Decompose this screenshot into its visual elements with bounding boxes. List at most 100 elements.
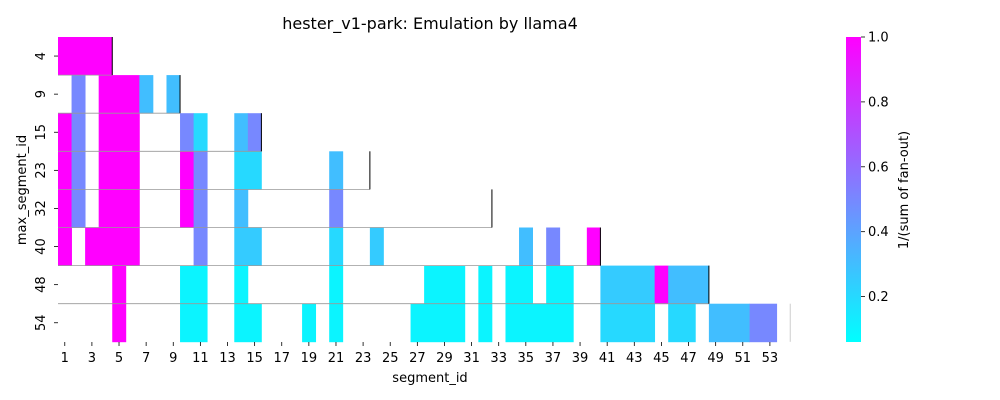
- heatmap-cell: [85, 227, 140, 266]
- heatmap-cell: [668, 303, 696, 343]
- x-tick-label: 51: [735, 351, 752, 366]
- heatmap-cell: [505, 303, 574, 343]
- x-tick-label: 15: [246, 351, 263, 366]
- heatmap-cell: [71, 189, 86, 228]
- x-axis-ticks: 1 3 5 7 9 11 13 15 17 19 21 23 25 27 29 31 33 35 37 39 41 43 4…: [61, 342, 779, 366]
- x-tick-label: 7: [142, 351, 150, 366]
- heatmap-cell: [600, 303, 656, 343]
- y-tick-label: 40: [34, 238, 49, 255]
- x-tick-label: 33: [490, 351, 507, 366]
- y-tick-label: 23: [34, 162, 49, 179]
- colorbar-tick-label: 0.6: [868, 160, 889, 175]
- heatmap-cell: [329, 189, 344, 228]
- y-tick-label: 54: [34, 314, 49, 331]
- heatmap-cell: [193, 227, 208, 266]
- x-tick-label: 31: [463, 351, 480, 366]
- heatmap-cell: [234, 265, 249, 305]
- heatmap-cell: [478, 303, 493, 343]
- heatmap-cell: [329, 151, 344, 190]
- heatmap-cell: [654, 265, 669, 305]
- x-tick-label: 53: [762, 351, 779, 366]
- y-axis-label: max_segment_id: [15, 135, 30, 245]
- x-tick-label: 45: [653, 351, 670, 366]
- heatmap-cell: [519, 227, 533, 266]
- heatmap-cell: [546, 227, 561, 266]
- x-tick-label: 13: [219, 351, 236, 366]
- heatmap-cell: [302, 303, 317, 343]
- heatmap-cell: [58, 113, 72, 152]
- x-tick-label: 9: [169, 351, 177, 366]
- x-tick-label: 37: [545, 351, 562, 366]
- heatmap-cell: [98, 189, 140, 228]
- heatmap-cell: [247, 113, 262, 152]
- y-tick-label: 15: [34, 124, 49, 141]
- colorbar-ticks: 0.2 0.4 0.6 0.8 1.0: [861, 31, 889, 305]
- heatmap-cell: [424, 265, 466, 305]
- heatmap-cell: [546, 265, 574, 305]
- heatmap-cell: [234, 113, 249, 152]
- x-tick-label: 1: [61, 351, 69, 366]
- heatmap-cell: [180, 303, 208, 343]
- heatmap-cell: [180, 151, 194, 190]
- heatmap-cell: [139, 75, 154, 114]
- heatmap-cells: [58, 37, 778, 343]
- chart-title: hester_v1-park: Emulation by llama4: [282, 14, 578, 34]
- heatmap-cell: [193, 113, 208, 152]
- heatmap-cell: [668, 265, 710, 305]
- x-tick-label: 21: [328, 351, 345, 366]
- heatmap-cell: [329, 265, 344, 305]
- colorbar-tick-label: 0.2: [868, 290, 889, 305]
- heatmap-cell: [234, 227, 262, 266]
- x-tick-label: 5: [115, 351, 123, 366]
- colorbar-tick-label: 0.8: [868, 95, 889, 110]
- heatmap-cell: [71, 151, 86, 190]
- x-tick-label: 49: [707, 351, 724, 366]
- heatmap-cell: [586, 227, 601, 266]
- x-tick-label: 11: [192, 351, 209, 366]
- heatmap-cell: [112, 303, 127, 343]
- heatmap-cell: [749, 303, 778, 343]
- heatmap-cell: [410, 303, 466, 343]
- heatmap-cell: [505, 265, 533, 305]
- y-tick-label: 4: [34, 52, 49, 60]
- heatmap-cell: [180, 265, 208, 305]
- heatmap-cell: [58, 151, 72, 190]
- x-tick-label: 39: [572, 351, 589, 366]
- y-tick-label: 9: [34, 90, 49, 98]
- y-tick-label: 48: [34, 276, 49, 293]
- x-tick-label: 47: [680, 351, 697, 366]
- x-tick-label: 27: [409, 351, 426, 366]
- y-axis-ticks: 4 9 15 23 32 40 48 54: [34, 52, 58, 331]
- x-tick-label: 41: [599, 351, 616, 366]
- heatmap-cell: [478, 265, 493, 305]
- colorbar-tick-label: 1.0: [868, 31, 889, 46]
- heatmap-cell: [180, 113, 194, 152]
- x-tick-label: 17: [273, 351, 290, 366]
- heatmap-cell: [234, 189, 249, 228]
- heatmap-cell: [180, 189, 194, 228]
- heatmap-cell: [600, 265, 656, 305]
- heatmap-cell: [193, 189, 208, 228]
- heatmap-cell: [708, 303, 750, 343]
- heatmap-cell: [234, 303, 262, 343]
- heatmap-cell: [193, 151, 208, 190]
- x-tick-label: 35: [518, 351, 535, 366]
- heatmap-cell: [98, 75, 140, 114]
- heatmap-cell: [58, 227, 72, 266]
- x-tick-label: 29: [436, 351, 453, 366]
- x-tick-label: 19: [301, 351, 318, 366]
- heatmap-cell: [71, 75, 86, 114]
- row-boundary-lines: [58, 37, 791, 342]
- heatmap-cell: [98, 151, 140, 190]
- heatmap-cell: [166, 75, 181, 114]
- heatmap-cell: [71, 113, 86, 152]
- heatmap-cell: [234, 151, 262, 190]
- x-tick-label: 3: [88, 351, 96, 366]
- heatmap-cell: [369, 227, 384, 266]
- x-axis-label: segment_id: [392, 371, 467, 386]
- heatmap-cell: [112, 265, 127, 305]
- x-tick-label: 43: [626, 351, 643, 366]
- heatmap-cell: [98, 113, 140, 152]
- x-tick-label: 23: [355, 351, 372, 366]
